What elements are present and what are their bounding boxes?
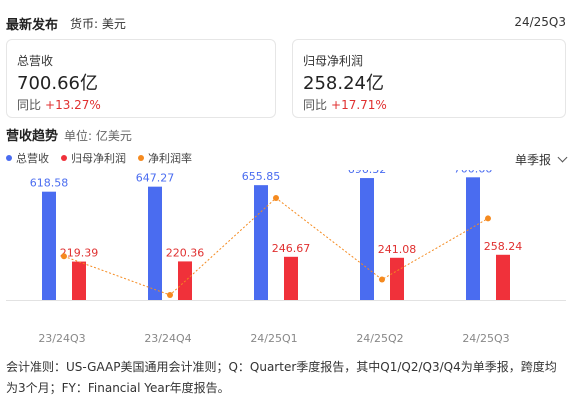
revenue-card-value: 700.66亿: [17, 73, 98, 94]
label-net-profit-24/25Q2: 241.08: [378, 243, 417, 256]
report-mode-label: 单季报: [514, 153, 551, 167]
x-tick-24/25Q2: 24/25Q2: [356, 332, 403, 345]
point-net-margin-24/25Q3: [485, 215, 491, 222]
label-net-profit-23/24Q3: 219.39: [60, 247, 99, 260]
chevron-down-icon: [557, 152, 568, 163]
legend-dot-net-margin: [138, 155, 144, 161]
section-unit: 单位: 亿美元: [64, 129, 132, 143]
label-revenue-24/25Q2: 696.32: [348, 170, 387, 176]
point-net-margin-24/25Q2: [379, 276, 385, 283]
revenue-yoy-value: +13.27%: [45, 98, 101, 112]
label-net-profit-24/25Q3: 258.24: [484, 240, 523, 253]
section-title: 营收趋势 单位: 亿美元: [6, 125, 132, 144]
legend-item-net-margin[interactable]: 净利润率: [138, 150, 192, 166]
legend-label-revenue: 总营收: [16, 152, 49, 165]
label-revenue-23/24Q4: 647.27: [136, 172, 175, 185]
footnote: 会计准则：US-GAAP美国通用会计准则；Q：Quarter季度报告，其中Q1/…: [6, 360, 557, 395]
header: 最新发布 货币: 美元 24/25Q3: [6, 12, 566, 33]
label-net-profit-23/24Q4: 220.36: [166, 246, 205, 259]
bar-net-profit-24/25Q1: [284, 256, 298, 300]
revenue-card-label: 总营收: [17, 54, 54, 68]
bar-revenue-24/25Q1: [254, 185, 268, 300]
period-label: 24/25Q3: [514, 15, 566, 29]
net-profit-card-label: 归母净利润: [303, 54, 364, 68]
legend-dot-net-profit: [61, 155, 67, 161]
revenue-trend-chart: 618.58 219.39 23/24Q3 647.27 220.36 23/24Q4 65…: [6, 170, 566, 345]
x-tick-24/25Q1: 24/25Q1: [250, 332, 297, 345]
x-tick-23/24Q3: 23/24Q3: [38, 332, 85, 345]
bar-revenue-23/24Q3: [42, 191, 56, 300]
report-mode-dropdown[interactable]: 单季报: [514, 151, 568, 168]
label-revenue-24/25Q1: 655.85: [242, 170, 281, 183]
x-tick-23/24Q4: 23/24Q4: [144, 332, 191, 345]
chart-legend: 总营收 归母净利润 净利润率: [6, 150, 204, 166]
currency-label: 货币: 美元: [70, 17, 126, 31]
legend-label-net-profit: 归母净利润: [71, 152, 126, 165]
point-net-margin-23/24Q4: [167, 292, 173, 298]
revenue-card: 总营收 700.66亿 同比 +13.27%: [6, 39, 276, 118]
label-revenue-23/24Q3: 618.58: [30, 177, 69, 190]
legend-item-net-profit[interactable]: 归母净利润: [61, 150, 126, 166]
point-net-margin-23/24Q3: [61, 253, 67, 260]
net-profit-card: 归母净利润 258.24亿 同比 +17.71%: [292, 39, 566, 118]
legend-label-net-margin: 净利润率: [148, 152, 192, 165]
point-net-margin-24/25Q1: [273, 195, 279, 201]
revenue-yoy-label: 同比: [17, 98, 42, 112]
label-net-profit-24/25Q1: 246.67: [272, 242, 311, 255]
legend-item-revenue[interactable]: 总营收: [6, 150, 49, 166]
legend-dot-revenue: [6, 155, 12, 161]
section-title-text: 营收趋势: [6, 129, 59, 144]
bar-net-profit-23/24Q3: [72, 261, 86, 300]
bar-net-profit-24/25Q3: [496, 254, 510, 300]
net-profit-card-value: 258.24亿: [303, 73, 384, 94]
header-title: 最新发布: [6, 18, 59, 33]
net-profit-card-yoy: 同比 +17.71%: [303, 96, 387, 113]
net-profit-yoy-label: 同比: [303, 98, 328, 112]
bar-revenue-23/24Q4: [148, 186, 162, 300]
bar-revenue-24/25Q3: [466, 177, 480, 300]
x-tick-24/25Q3: 24/25Q3: [462, 332, 509, 345]
bar-revenue-24/25Q2: [360, 178, 374, 300]
net-profit-yoy-value: +17.71%: [331, 98, 387, 112]
label-revenue-24/25Q3: 700.66: [454, 170, 493, 175]
revenue-card-yoy: 同比 +13.27%: [17, 96, 101, 113]
bar-net-profit-24/25Q2: [390, 257, 404, 300]
